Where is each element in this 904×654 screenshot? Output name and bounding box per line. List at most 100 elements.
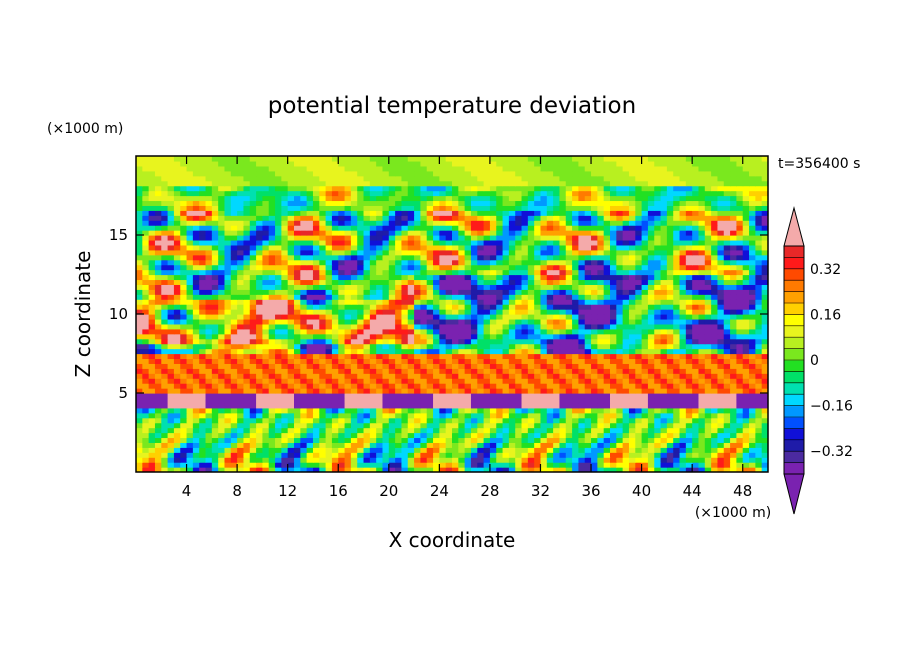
contour-cell bbox=[154, 353, 162, 360]
contour-cell bbox=[692, 230, 700, 236]
contour-cell bbox=[331, 462, 339, 468]
contour-cell bbox=[382, 225, 390, 231]
contour-cell bbox=[641, 225, 649, 231]
contour-cell bbox=[546, 269, 554, 276]
contour-cell bbox=[243, 427, 251, 434]
contour-cell bbox=[180, 393, 188, 399]
contour-cell bbox=[711, 249, 719, 256]
contour-cell bbox=[268, 235, 276, 241]
contour-cell bbox=[433, 378, 440, 384]
contour-cell bbox=[616, 244, 624, 251]
contour-cell bbox=[350, 323, 358, 330]
contour-cell bbox=[180, 279, 188, 285]
contour-cell bbox=[148, 323, 156, 330]
contour-cell bbox=[350, 264, 358, 271]
contour-cell bbox=[294, 225, 301, 231]
contour-cell bbox=[363, 358, 371, 364]
contour-cell bbox=[711, 452, 719, 458]
contour-cell bbox=[136, 264, 143, 271]
contour-cell bbox=[578, 358, 586, 364]
contour-cell bbox=[584, 314, 592, 320]
contour-cell bbox=[369, 378, 377, 384]
contour-cell bbox=[749, 309, 756, 315]
contour-cell bbox=[540, 373, 548, 379]
contour-cell bbox=[192, 368, 200, 374]
contour-cell bbox=[338, 225, 346, 231]
contour-cell bbox=[357, 447, 365, 453]
contour-cell bbox=[521, 402, 529, 409]
contour-cell bbox=[641, 304, 649, 310]
contour-cell bbox=[230, 274, 238, 281]
contour-cell bbox=[331, 427, 339, 434]
contour-cell bbox=[597, 442, 605, 448]
contour-cell bbox=[344, 304, 352, 310]
contour-cell bbox=[161, 343, 169, 350]
contour-cell bbox=[553, 328, 561, 335]
contour-cell bbox=[192, 323, 200, 330]
contour-cell bbox=[338, 279, 346, 285]
contour-cell bbox=[224, 462, 232, 468]
contour-cell bbox=[142, 239, 150, 246]
contour-cell bbox=[559, 432, 567, 439]
contour-cell bbox=[704, 249, 712, 256]
contour-cell bbox=[458, 393, 466, 399]
contour-cell bbox=[458, 373, 466, 379]
contour-cell bbox=[508, 294, 516, 300]
contour-cell bbox=[369, 304, 377, 310]
contour-cell bbox=[616, 397, 624, 404]
contour-cell bbox=[470, 402, 478, 409]
contour-cell bbox=[452, 259, 459, 266]
contour-cell bbox=[186, 239, 194, 246]
contour-cell bbox=[243, 254, 251, 261]
contour-cell bbox=[723, 462, 731, 468]
contour-cell bbox=[420, 397, 428, 404]
contour-cell bbox=[414, 279, 421, 285]
contour-cell bbox=[154, 383, 162, 389]
contour-cell bbox=[489, 432, 497, 439]
contour-cell bbox=[268, 230, 276, 236]
contour-cell bbox=[742, 338, 750, 345]
contour-cell bbox=[464, 457, 472, 463]
contour-cell bbox=[591, 269, 598, 276]
contour-cell bbox=[673, 358, 681, 364]
contour-cell bbox=[685, 353, 693, 360]
contour-cell bbox=[205, 323, 213, 330]
contour-cell bbox=[199, 373, 207, 379]
contour-cell bbox=[294, 309, 301, 315]
contour-cell bbox=[521, 264, 529, 271]
contour-cell bbox=[192, 383, 200, 389]
contour-cell bbox=[350, 244, 358, 251]
contour-cell bbox=[388, 309, 396, 315]
contour-cell bbox=[300, 447, 308, 453]
contour-cell bbox=[148, 358, 156, 364]
contour-cell bbox=[534, 388, 542, 394]
contour-cell bbox=[433, 289, 440, 295]
contour-cell bbox=[148, 279, 156, 285]
contour-cell bbox=[666, 383, 674, 389]
contour-cell bbox=[521, 397, 529, 404]
contour-cell bbox=[559, 225, 567, 231]
contour-cell bbox=[496, 358, 504, 364]
contour-cell bbox=[433, 422, 440, 429]
contour-cell bbox=[401, 393, 409, 399]
contour-cell bbox=[559, 442, 567, 448]
contour-cell bbox=[521, 412, 529, 419]
contour-cell bbox=[572, 427, 579, 434]
contour-cell bbox=[287, 239, 295, 246]
contour-cell bbox=[331, 244, 339, 251]
contour-cell bbox=[546, 314, 554, 320]
contour-cell bbox=[414, 442, 421, 448]
contour-cell bbox=[572, 378, 579, 384]
contour-cell bbox=[622, 279, 630, 285]
contour-cell bbox=[148, 249, 156, 256]
contour-cell bbox=[388, 432, 396, 439]
contour-cell bbox=[369, 452, 377, 458]
contour-cell bbox=[597, 407, 605, 414]
contour-cell bbox=[256, 294, 263, 300]
contour-cell bbox=[262, 422, 270, 429]
contour-cell bbox=[458, 343, 466, 350]
contour-cell bbox=[540, 314, 548, 320]
contour-cell bbox=[458, 304, 466, 310]
contour-cell bbox=[161, 462, 169, 468]
contour-cell bbox=[527, 457, 535, 463]
